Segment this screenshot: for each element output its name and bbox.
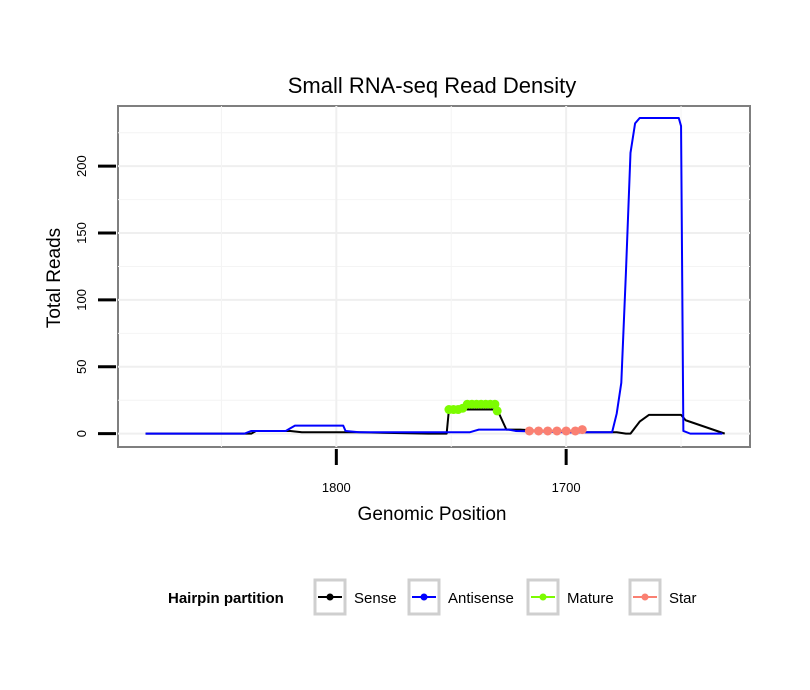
- chart-title: Small RNA-seq Read Density: [288, 73, 577, 98]
- series-layer: [145, 117, 726, 436]
- legend-title: Hairpin partition: [168, 590, 284, 607]
- y-tick-label: 100: [74, 289, 89, 311]
- legend-key-point-star: [641, 593, 649, 601]
- plot-panel: [117, 105, 751, 448]
- legend: Hairpin partition Sense Antisense Mature St…: [168, 578, 697, 616]
- x-tick-label: 1800: [322, 480, 351, 495]
- data-point-star: [561, 426, 571, 436]
- x-axis-label: Genomic Position: [358, 504, 507, 525]
- x-tick-label: 1700: [552, 480, 581, 495]
- y-tick-label: 200: [74, 155, 89, 177]
- data-point-star: [552, 426, 562, 436]
- y-tick-label: 50: [74, 360, 89, 374]
- y-axis-label: Total Reads: [44, 228, 65, 328]
- series-line-antisense: [145, 117, 723, 435]
- legend-key-point-sense: [326, 593, 334, 601]
- legend-label-antisense: Antisense: [448, 590, 514, 607]
- data-point-star: [534, 426, 544, 436]
- data-point-mature: [492, 406, 502, 416]
- axes: 0 50 100 150 200 1800 1700: [74, 155, 581, 495]
- y-tick-label: 150: [74, 222, 89, 244]
- y-tick-label: 0: [74, 430, 89, 437]
- data-point-star: [577, 425, 587, 435]
- legend-label-sense: Sense: [354, 590, 397, 607]
- legend-label-mature: Mature: [567, 590, 614, 607]
- legend-key-point-mature: [539, 593, 547, 601]
- legend-key-point-antisense: [420, 593, 428, 601]
- data-point-star: [543, 426, 553, 436]
- legend-label-star: Star: [669, 590, 697, 607]
- data-point-star: [524, 426, 534, 436]
- data-point-star: [570, 426, 580, 436]
